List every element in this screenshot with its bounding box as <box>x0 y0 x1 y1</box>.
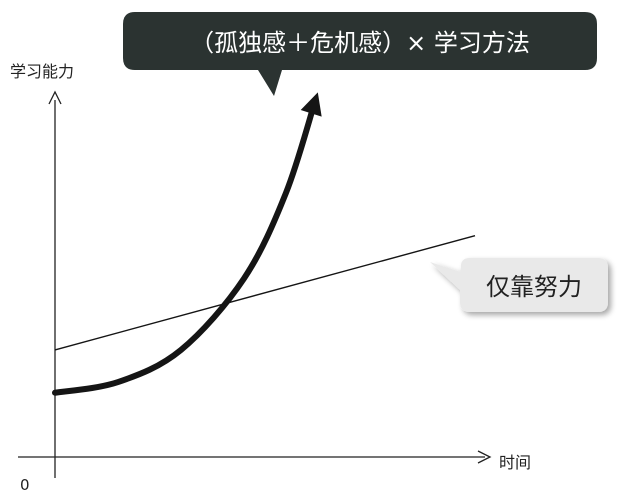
curve-arrowhead <box>300 92 322 117</box>
effort-callout: 仅靠努力 <box>430 258 608 312</box>
origin-label: 0 <box>20 476 30 494</box>
series-method-curve <box>52 97 319 396</box>
effort-callout-box <box>430 258 608 312</box>
method-callout-box <box>123 12 597 96</box>
x-axis-arrowhead <box>477 450 492 464</box>
y-axis-label: 学习能力 <box>10 62 74 81</box>
y-axis-arrowhead <box>48 90 62 105</box>
series-effort-line <box>54 234 476 351</box>
x-axis-label: 时间 <box>499 453 531 472</box>
method-callout-label: （孤独感＋危机感）× 学习方法 <box>190 29 530 57</box>
effort-callout-label: 仅靠努力 <box>486 273 582 301</box>
method-callout: （孤独感＋危机感）× 学习方法 <box>123 12 597 96</box>
